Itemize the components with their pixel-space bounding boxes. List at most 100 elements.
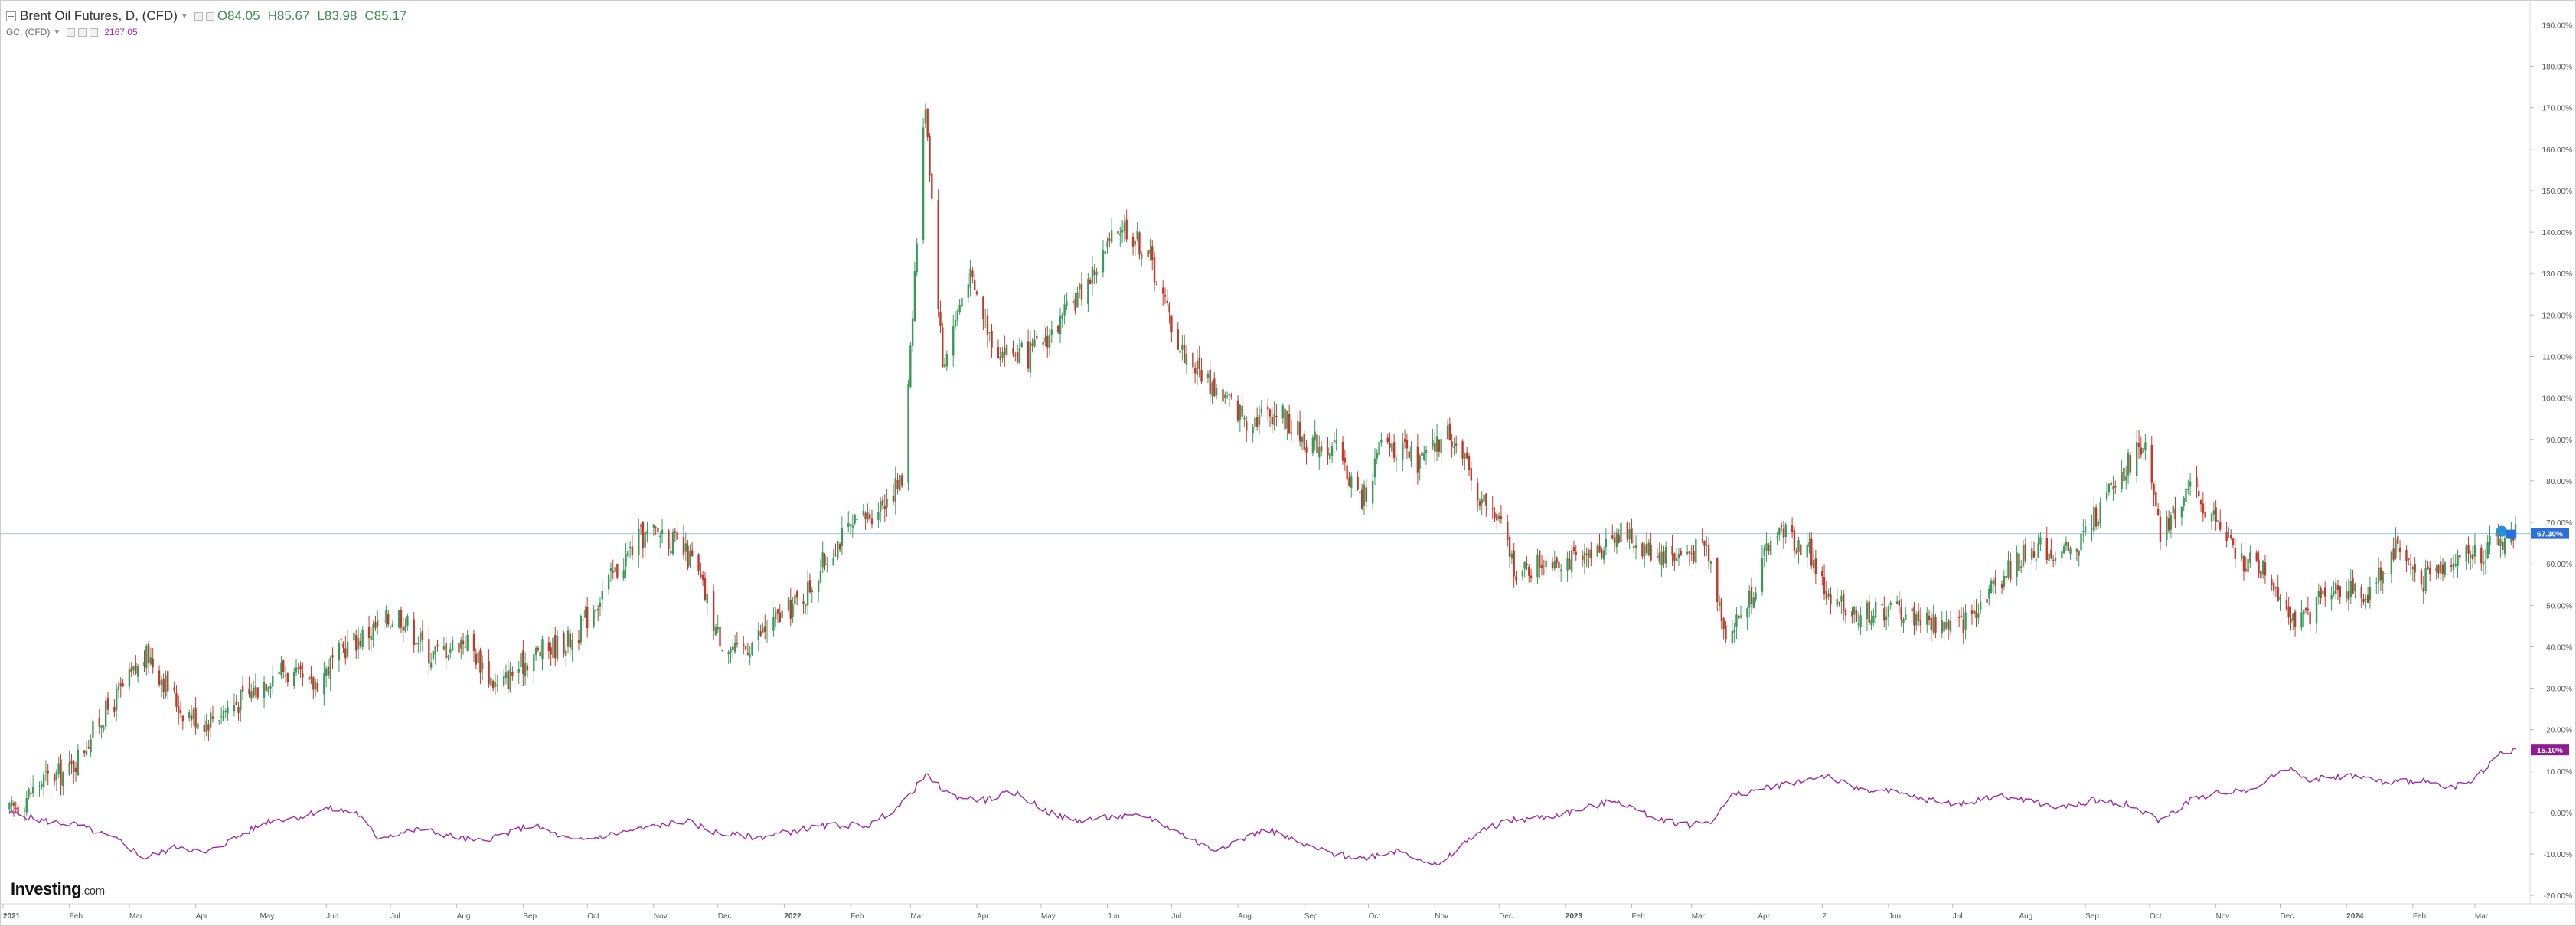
candle-body [2078,550,2080,556]
candle-body [1435,436,1438,452]
candle-body [434,646,436,655]
candle-body [1947,620,1950,630]
candle-body [1540,564,1543,568]
settings-icon[interactable] [78,28,87,37]
candle-body [145,646,148,668]
gear-icon[interactable] [2506,529,2516,539]
candle-body [2022,545,2025,567]
candle-body [491,680,495,689]
candle-body [794,594,796,605]
candle-body [1949,620,1952,632]
x-tick-label: Mar [129,912,143,921]
candle-body [1926,612,1928,625]
collapse-icon[interactable] [6,11,16,21]
candle-body [1177,329,1179,350]
candle-body [1598,545,1601,553]
candle-body [211,716,214,719]
x-tick-label: Sep [2085,912,2099,921]
candle-body [952,326,955,356]
visibility-icon[interactable] [67,28,76,37]
candle-body [2099,502,2101,524]
candle-body [913,271,916,321]
candle-body [233,705,236,712]
candle-body [1588,549,1590,558]
comparison-series-title[interactable]: GC, (CFD) [6,27,51,38]
logo-main: Investing [11,879,82,898]
candle-body [1117,231,1119,235]
candle-body [419,632,422,643]
main-series-title[interactable]: Brent Oil Futures, D, (CFD) [20,8,178,23]
candle-body [2097,521,2100,527]
candle-body [792,604,794,617]
candle-body [175,693,178,707]
candle-body [1395,458,1398,460]
candle-body [1656,556,1659,558]
candle-body [1628,529,1631,540]
chevron-down-icon[interactable]: ▼ [53,28,61,37]
candle-body [1284,408,1286,430]
settings-icon[interactable] [205,11,214,21]
candle-body [149,657,152,665]
candle-body [299,666,302,670]
candle-body [2450,565,2453,567]
candle-body [956,310,959,321]
candle-body [286,673,289,682]
candle-body [1660,551,1663,566]
candle-body [2127,452,2130,476]
candle-body [209,712,212,728]
candle-body [517,669,520,673]
candle-body [712,591,715,631]
candle-body [991,331,993,348]
candle-body [808,580,811,593]
close-icon[interactable] [90,28,99,37]
candle-body [896,479,899,489]
candle-body [973,280,976,290]
candle-body [2424,568,2427,591]
candle-body [879,501,882,512]
candle-body [2409,563,2412,565]
x-tick-label: Oct [2150,912,2162,921]
candle-body [1106,241,1108,247]
bell-icon[interactable] [2496,525,2507,537]
candle-body [2384,573,2386,574]
y-axis[interactable]: 190.00% 180.00% 170.00% 160.00% 150.00% 140.0… [2530,21,2572,901]
candle-body [85,751,88,755]
y-tick-label: 170.00% [2542,105,2573,113]
candle-body [2502,541,2504,550]
candle-body [272,675,274,687]
candle-body [1932,614,1934,633]
visibility-icon[interactable] [194,11,203,21]
chevron-down-icon[interactable]: ▼ [180,11,188,21]
candle-body [165,675,167,696]
x-tick-label: Apr [196,912,208,921]
candle-body [1808,542,1810,548]
candle-body [507,670,509,689]
candle-body [2362,599,2365,602]
candle-body [1104,251,1106,254]
candle-body [1408,451,1410,458]
candle-body [346,641,349,657]
candle-body [781,610,783,618]
candle-body [2217,519,2219,523]
candle-body [1072,301,1074,303]
candle-body [104,700,107,727]
gold-comparison-series [8,747,2516,866]
candle-body [1644,545,1646,557]
candle-body [2414,563,2416,573]
candle-body [1155,284,1158,286]
candle-body [2212,510,2215,515]
x-axis[interactable]: 2021 Feb Mar Apr May Jun Jul Aug Sep Oct Nov Dec 202… [2,904,2489,921]
candle-body [1061,314,1064,319]
candle-body [534,648,537,655]
x-tick-label: 2024 [2346,912,2364,921]
x-tick-label: Jun [1889,912,1901,921]
candle-body [616,564,619,578]
candle-body [2352,578,2354,594]
candle-body [1768,545,1770,551]
y-tick-label: 90.00% [2546,437,2572,445]
candle-body [1973,610,1975,614]
candle-body [1855,610,1858,622]
candle-body [1941,620,1944,633]
candle-body [2037,543,2039,558]
